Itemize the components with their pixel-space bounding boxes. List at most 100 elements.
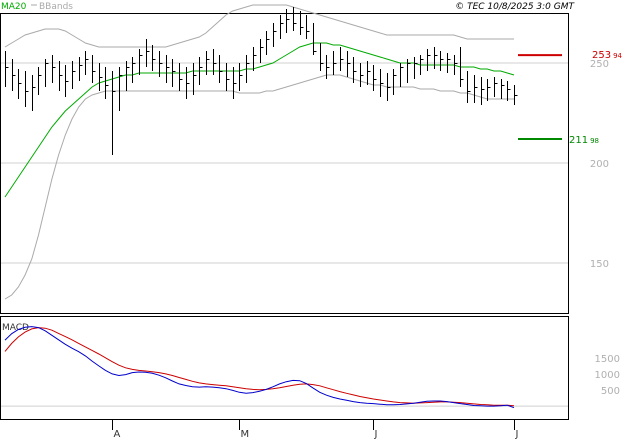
time-axis: AMJJA: [0, 419, 569, 440]
macd-axis: 1500 1000 500: [595, 354, 620, 397]
price-bar: [186, 67, 190, 99]
price-bar: [387, 73, 391, 101]
price-bar: [273, 23, 277, 47]
price-tick-label: 150: [590, 259, 609, 270]
bbands-upper-line: [4, 4, 514, 48]
price-bar: [313, 23, 317, 55]
macd-tick-label: 1500: [595, 354, 620, 365]
price-bar: [85, 51, 89, 75]
price-panel: 250 200 150 253 94 211 98: [0, 4, 623, 314]
price-bar: [59, 61, 63, 91]
macd-title: MACD: [2, 323, 29, 333]
price-bar: [481, 77, 485, 105]
price-bar: [65, 65, 69, 97]
price-bar: [239, 63, 243, 91]
price-bar: [166, 55, 170, 83]
price-bar: [159, 51, 163, 77]
price-bar: [193, 63, 197, 95]
price-bar: [92, 55, 96, 83]
resistance-dec: 94: [613, 52, 622, 60]
price-bar: [447, 53, 451, 73]
macd-series: [4, 326, 515, 409]
price-bar: [460, 47, 464, 87]
price-bar: [246, 55, 250, 83]
price-bar: [172, 59, 176, 87]
legend-ma20: MA20: [1, 2, 27, 12]
price-bar: [119, 67, 123, 111]
price-bar: [487, 79, 491, 101]
price-bar: [367, 61, 371, 85]
price-bar: [32, 75, 36, 111]
price-axis: 250 200 150: [590, 59, 609, 270]
price-bar: [373, 65, 377, 91]
price-bar: [38, 67, 42, 95]
price-bar: [507, 81, 511, 101]
price-bar: [440, 51, 444, 71]
price-bar: [260, 39, 264, 63]
month-label: A: [114, 429, 121, 440]
price-bar: [266, 31, 270, 55]
macd-signal-line: [4, 327, 515, 407]
price-bar: [420, 55, 424, 75]
price-bar: [514, 85, 518, 105]
copyright-text: © TEC 10/8/2025 3:0 GMT: [455, 2, 575, 12]
price-bar: [146, 39, 150, 67]
price-bar: [139, 49, 143, 75]
price-bar: [306, 15, 310, 39]
price-bar: [400, 63, 404, 87]
price-series: [5, 7, 518, 155]
price-bar: [132, 57, 136, 83]
chart-legend: MA20 BBands: [1, 2, 73, 12]
bbands-lower-line: [4, 74, 514, 300]
support-label: 211 98: [569, 135, 599, 146]
ma20-line: [4, 42, 515, 198]
price-bar: [72, 61, 76, 89]
month-label: M: [241, 429, 250, 440]
price-bar: [226, 63, 230, 91]
price-bar: [253, 47, 257, 71]
price-bar: [5, 51, 9, 87]
price-bar: [474, 75, 478, 103]
price-bar: [380, 69, 384, 97]
macd-tick-label: 1000: [595, 370, 620, 381]
price-bar: [18, 69, 22, 99]
price-bar: [152, 45, 156, 71]
price-bar: [286, 9, 290, 33]
price-bar: [407, 59, 411, 83]
price-bar: [326, 55, 330, 79]
support-int: 211: [569, 135, 588, 146]
price-tick-label: 200: [590, 159, 609, 170]
price-bar: [340, 47, 344, 71]
price-bar: [206, 51, 210, 75]
month-label: J: [515, 429, 519, 440]
price-bar: [300, 11, 304, 35]
macd-panel: MACD 1500 1000 500: [0, 316, 620, 420]
price-bar: [112, 71, 116, 155]
price-bar: [393, 69, 397, 95]
price-bar: [45, 59, 49, 87]
price-bar: [353, 57, 357, 83]
price-bar: [79, 57, 83, 81]
price-tick-label: 250: [590, 59, 609, 70]
price-bar: [280, 15, 284, 39]
price-bar: [179, 63, 183, 91]
price-bar: [347, 51, 351, 77]
price-bar: [105, 67, 109, 99]
price-bar: [320, 43, 324, 71]
price-bar: [467, 71, 471, 103]
price-bar: [199, 57, 203, 85]
price-bar: [126, 61, 130, 91]
support-level: 211 98: [518, 135, 599, 146]
price-bar: [12, 59, 16, 91]
macd-line: [4, 326, 515, 409]
price-bar: [52, 55, 56, 83]
price-bar: [293, 7, 297, 31]
resistance-label: 253 94: [592, 50, 623, 61]
price-bar: [414, 57, 418, 79]
price-bar: [434, 47, 438, 69]
support-dec: 98: [590, 137, 599, 145]
price-gridlines: [1, 62, 568, 264]
price-bar: [454, 55, 458, 75]
price-bar: [360, 63, 364, 87]
